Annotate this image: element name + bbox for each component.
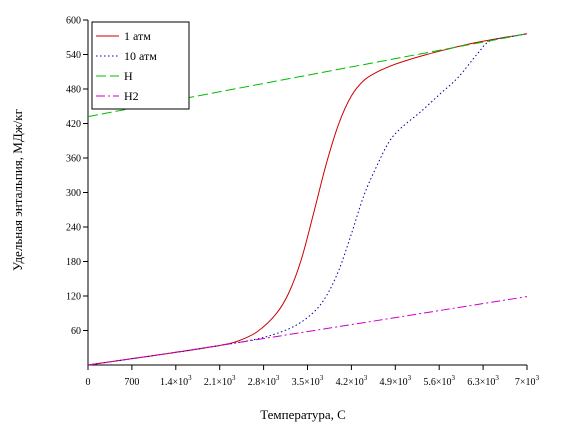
legend-label: H2 xyxy=(124,89,139,103)
x-tick-label: 5.6×103 xyxy=(423,374,455,388)
x-tick-label: 4.2×103 xyxy=(336,374,368,388)
x-tick-label: 700 xyxy=(124,377,139,388)
y-tick-label: 240 xyxy=(66,223,81,234)
y-tick-label: 60 xyxy=(71,326,81,337)
legend-label: 10 атм xyxy=(124,49,157,63)
y-tick-label: 480 xyxy=(66,85,81,96)
y-tick-label: 120 xyxy=(66,292,81,303)
legend: 1 атм 10 атм H H2 xyxy=(91,21,190,110)
y-tick-label: 180 xyxy=(66,257,81,268)
y-tick-label: 420 xyxy=(66,119,81,130)
x-axis-ticks: 0 700 1.4×103 2.1×103 2.8×103 3.5×103 4.2×103 4… xyxy=(86,365,540,388)
x-axis-title: Температура, С xyxy=(260,407,346,422)
x-tick-label: 3.5×103 xyxy=(292,374,324,388)
x-tick-label: 6.3×103 xyxy=(467,374,499,388)
y-axis-ticks: 60 120 180 240 300 360 420 480 540 600 xyxy=(66,16,88,337)
x-tick-label: 1.4×103 xyxy=(160,374,192,388)
legend-label: 1 атм xyxy=(124,29,151,43)
legend-label: H xyxy=(124,69,133,83)
y-tick-label: 300 xyxy=(66,188,81,199)
y-tick-label: 540 xyxy=(66,50,81,61)
x-tick-label: 2.1×103 xyxy=(204,374,236,388)
series-line-4 xyxy=(87,296,528,366)
x-tick-label: 0 xyxy=(86,377,91,388)
x-tick-label: 7×103 xyxy=(515,374,540,388)
y-tick-label: 360 xyxy=(66,154,81,165)
y-tick-label: 600 xyxy=(66,16,81,27)
x-tick-label: 4.9×103 xyxy=(379,374,411,388)
y-axis-title: Удельная энтальпия, МДж/кг xyxy=(10,109,25,271)
x-tick-label: 2.8×103 xyxy=(248,374,280,388)
